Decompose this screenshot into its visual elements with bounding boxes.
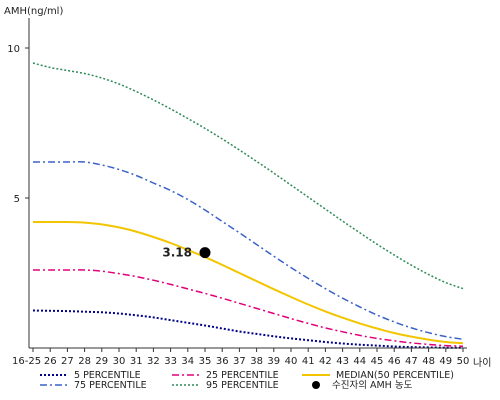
series-line-95-percentile <box>32 62 464 290</box>
x-tick-label: 48 <box>422 356 435 367</box>
series-line-median-50-percentile <box>33 220 464 345</box>
x-axis-ticks: 16-25 26 27 28 29 30 31 32 33 34 35 36 37 38 39 40 41 42 4… <box>12 348 469 367</box>
x-tick-label: 39 <box>267 356 280 367</box>
legend-label: 5 PERCENTILE <box>74 370 141 381</box>
patient-amh-marker <box>199 247 211 259</box>
x-tick-label: 26 <box>44 356 57 367</box>
patient-amh-value-label: 3.18 <box>162 246 192 260</box>
x-tick-label: 45 <box>371 356 384 367</box>
x-tick-label: 46 <box>388 356 401 367</box>
x-axis-title: 나이 <box>473 357 491 369</box>
x-tick-label: 35 <box>199 356 212 367</box>
x-tick-label: 38 <box>250 356 263 367</box>
x-tick-label: 43 <box>336 356 349 367</box>
legend: 5 PERCENTILE 25 PERCENTILE MEDIAN(50 PERCE… <box>40 370 454 391</box>
x-tick-label: 27 <box>61 356 74 367</box>
y-tick-label: 10 <box>7 44 20 55</box>
series-line-75-percentile <box>33 161 464 341</box>
series-line-5-percentile <box>32 309 464 349</box>
x-tick-label: 50 <box>457 356 470 367</box>
y-axis-title: AMH(ng/ml) <box>4 6 63 17</box>
x-tick-label: 49 <box>439 356 452 367</box>
x-tick-label: 44 <box>353 356 366 367</box>
series-line-25-percentile <box>33 269 464 347</box>
x-tick-label: 31 <box>130 356 143 367</box>
legend-label: MEDIAN(50 PERCENTILE) <box>336 370 454 381</box>
legend-label: 95 PERCENTILE <box>206 380 279 391</box>
legend-label: 75 PERCENTILE <box>74 380 147 391</box>
series-lines <box>32 62 464 349</box>
x-tick-label: 34 <box>181 356 194 367</box>
legend-label: 수진자의 AMH 농도 <box>332 380 413 391</box>
legend-label: 25 PERCENTILE <box>206 370 279 381</box>
x-tick-label: 42 <box>319 356 332 367</box>
y-tick-label: 5 <box>14 194 20 205</box>
legend-marker-swatch <box>312 381 320 389</box>
x-tick-label: 32 <box>147 356 160 367</box>
x-tick-label: 47 <box>405 356 418 367</box>
x-tick-label: 16-25 <box>12 356 41 367</box>
y-axis-ticks: 5 10 <box>7 44 29 205</box>
x-tick-label: 41 <box>302 356 315 367</box>
x-tick-label: 37 <box>233 356 246 367</box>
x-tick-label: 30 <box>113 356 126 367</box>
x-tick-label: 29 <box>95 356 108 367</box>
x-tick-label: 40 <box>285 356 298 367</box>
x-tick-label: 28 <box>78 356 91 367</box>
x-tick-label: 33 <box>164 356 177 367</box>
x-tick-label: 36 <box>216 356 229 367</box>
